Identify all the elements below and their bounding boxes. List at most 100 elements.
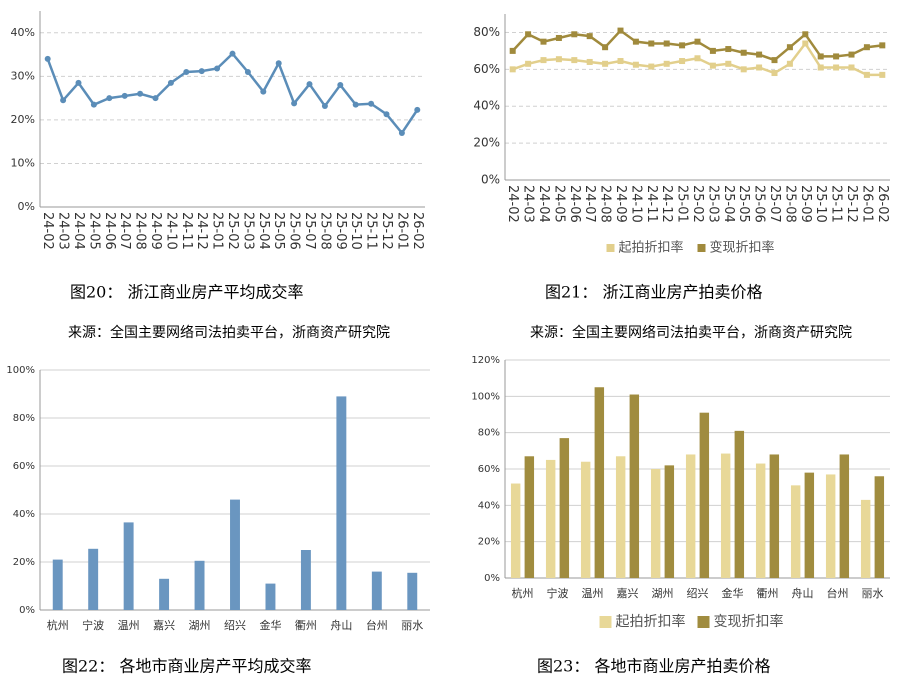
marker [137, 90, 144, 97]
marker [663, 60, 670, 67]
x-tick-label: 24-03 [521, 185, 536, 223]
y-tick-label: 60% [13, 461, 35, 472]
x-tick-label: 丽水 [401, 619, 423, 632]
chart-title: 图22： 各地市商业房产平均成交率 [62, 657, 311, 676]
marker [848, 51, 855, 58]
marker [694, 38, 701, 45]
x-tick-label: 24-07 [117, 212, 132, 250]
x-tick-label: 嘉兴 [153, 618, 175, 632]
bar [790, 485, 801, 578]
chart-title: 图23： 各地市商业房产拍卖价格 [537, 657, 770, 676]
x-tick-label: 丽水 [862, 587, 884, 600]
marker [214, 65, 221, 72]
x-tick-label: 24-06 [567, 185, 582, 223]
marker [60, 97, 67, 104]
legend-label: 起拍折扣率 [616, 613, 686, 630]
bar [720, 453, 731, 578]
marker [586, 58, 593, 65]
source-note: 来源：全国主要网络司法拍卖平台，浙商资产研究院 [530, 324, 852, 341]
bar [734, 430, 745, 578]
marker [771, 57, 778, 64]
marker [679, 58, 686, 65]
marker [383, 111, 390, 118]
x-tick-label: 舟山 [330, 618, 352, 632]
marker [602, 60, 609, 67]
y-tick-label: 80% [13, 413, 35, 424]
x-tick-label: 24-08 [598, 185, 613, 223]
marker [183, 68, 190, 75]
marker [617, 58, 624, 65]
x-tick-label: 25-04 [721, 185, 736, 223]
bar [580, 461, 591, 578]
marker [90, 101, 97, 108]
x-tick-label: 24-05 [551, 185, 566, 223]
x-tick-label: 25-06 [287, 212, 302, 250]
marker [244, 68, 251, 75]
marker [740, 66, 747, 73]
x-tick-label: 24-08 [133, 212, 148, 250]
marker [167, 79, 174, 86]
marker [756, 51, 763, 58]
bar [559, 438, 570, 578]
source-note: 来源：全国主要网络司法拍卖平台，浙商资产研究院 [68, 324, 390, 341]
bar [615, 456, 626, 578]
y-tick-label: 20% [11, 113, 35, 126]
y-tick-label: 0% [19, 605, 35, 616]
x-tick-label: 25-02 [225, 212, 240, 250]
x-tick-label: 25-08 [317, 212, 332, 250]
marker [679, 42, 686, 49]
y-tick-label: 120% [471, 355, 500, 366]
y-tick-label: 60% [478, 464, 500, 475]
x-tick-label: 24-03 [56, 212, 71, 250]
marker [337, 82, 344, 89]
marker [602, 44, 609, 51]
y-tick-label: 0% [18, 200, 35, 213]
x-tick-label: 衢州 [757, 587, 779, 600]
bar [629, 394, 640, 578]
bar [874, 476, 885, 578]
bar [804, 472, 815, 578]
x-tick-label: 金华 [259, 618, 281, 632]
bar [123, 522, 134, 610]
y-tick-label: 40% [478, 500, 500, 511]
bar [52, 559, 63, 610]
x-tick-label: 24-09 [148, 212, 163, 250]
x-tick-label: 宁波 [82, 618, 104, 632]
legend-label: 变现折扣率 [710, 240, 775, 256]
x-tick-label: 金华 [722, 586, 744, 600]
x-tick-label: 温州 [582, 587, 604, 600]
x-tick-label: 24-04 [536, 185, 551, 223]
marker [694, 55, 701, 62]
x-tick-label: 24-02 [40, 212, 55, 250]
bar [839, 454, 850, 578]
x-tick-label: 25-03 [240, 212, 255, 250]
x-tick-label: 24-06 [102, 212, 117, 250]
marker [833, 64, 840, 71]
legend-swatch [599, 616, 612, 628]
x-tick-label: 绍兴 [687, 586, 709, 600]
marker [863, 44, 870, 51]
x-tick-label: 绍兴 [224, 618, 246, 632]
legend-label: 变现折扣率 [714, 613, 784, 630]
x-tick-label: 25-06 [752, 185, 767, 223]
marker [540, 57, 547, 64]
x-tick-label: 26-01 [859, 185, 874, 223]
y-tick-label: 80% [473, 25, 500, 39]
x-tick-label: 24-02 [505, 185, 520, 223]
bar [194, 560, 205, 610]
x-tick-label: 25-04 [256, 212, 271, 250]
marker [786, 60, 793, 67]
marker [833, 53, 840, 60]
x-tick-label: 25-07 [302, 212, 317, 250]
x-tick-label: 台州 [827, 586, 849, 600]
marker [725, 60, 732, 67]
bar [407, 572, 418, 610]
x-tick-label: 25-05 [736, 185, 751, 223]
x-tick-label: 25-03 [705, 185, 720, 223]
marker [44, 55, 51, 62]
marker [540, 38, 547, 45]
x-tick-label: 25-12 [844, 185, 859, 223]
marker [848, 64, 855, 71]
x-tick-label: 24-10 [163, 212, 178, 250]
